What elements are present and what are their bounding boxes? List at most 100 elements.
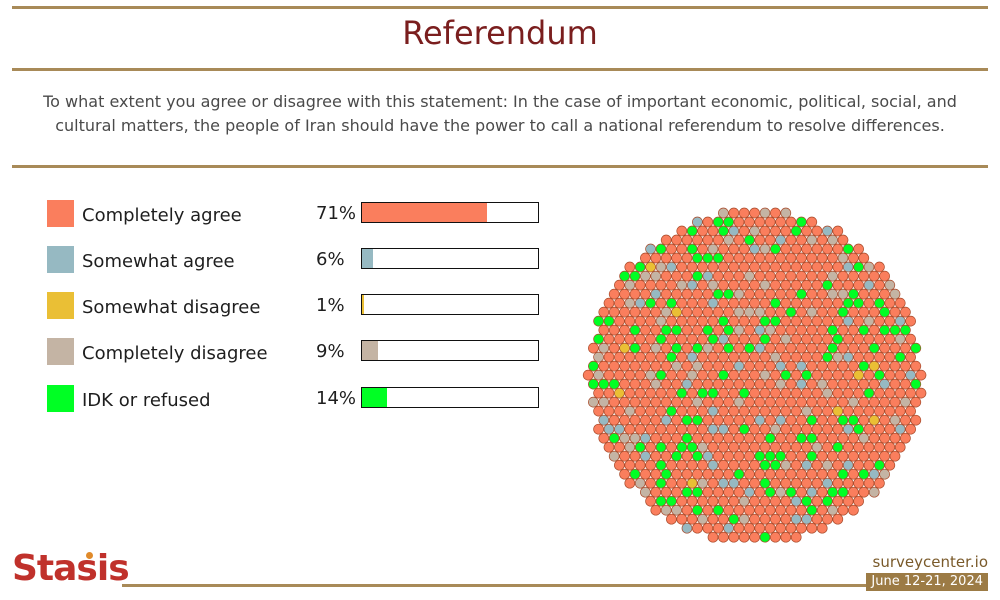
response-dot bbox=[806, 342, 818, 354]
response-dot bbox=[910, 342, 922, 354]
response-dot bbox=[816, 378, 828, 390]
response-dot bbox=[692, 342, 703, 354]
response-dot bbox=[874, 387, 885, 399]
response-dot bbox=[692, 504, 703, 516]
response-dot bbox=[884, 351, 896, 363]
response-dot bbox=[806, 486, 818, 498]
response-dot bbox=[806, 414, 818, 426]
response-dot bbox=[707, 225, 719, 237]
response-dot bbox=[754, 306, 766, 318]
response-dot bbox=[900, 396, 911, 408]
response-dot bbox=[832, 261, 844, 273]
response-dot bbox=[770, 459, 781, 471]
response-dot bbox=[676, 333, 688, 345]
response-dot bbox=[650, 324, 662, 336]
response-dot bbox=[868, 360, 880, 372]
response-dot bbox=[686, 477, 698, 489]
response-dot bbox=[874, 351, 885, 363]
response-dot bbox=[697, 459, 708, 471]
response-dot bbox=[764, 360, 776, 372]
response-dot bbox=[666, 351, 677, 363]
response-dot bbox=[681, 396, 693, 408]
response-dot bbox=[837, 252, 849, 264]
response-dot bbox=[671, 486, 682, 498]
response-dot bbox=[889, 432, 901, 444]
category-label: Completely disagree bbox=[82, 343, 268, 364]
response-dot bbox=[863, 423, 875, 435]
response-dot bbox=[827, 252, 838, 264]
response-dot bbox=[816, 504, 828, 516]
response-dot bbox=[702, 468, 714, 480]
response-dot bbox=[780, 207, 792, 219]
response-dot bbox=[686, 495, 698, 507]
value-label: 9% bbox=[316, 341, 345, 362]
response-dot bbox=[770, 225, 781, 237]
response-dot bbox=[754, 468, 766, 480]
response-dot bbox=[593, 369, 604, 381]
response-dot bbox=[608, 288, 620, 300]
response-dot bbox=[718, 261, 729, 273]
response-dot bbox=[837, 324, 849, 336]
response-dot bbox=[837, 306, 849, 318]
response-dot bbox=[614, 459, 625, 471]
response-dot bbox=[738, 459, 750, 471]
response-dot bbox=[874, 279, 885, 291]
response-dot bbox=[863, 279, 875, 291]
response-dot bbox=[832, 369, 844, 381]
response-dot bbox=[686, 441, 698, 453]
response-dot bbox=[744, 342, 755, 354]
response-dot bbox=[837, 432, 849, 444]
response-dot bbox=[822, 315, 833, 327]
response-dot bbox=[879, 270, 890, 282]
response-dot bbox=[707, 297, 719, 309]
response-dot bbox=[822, 279, 833, 291]
response-dot bbox=[728, 279, 740, 291]
response-dot bbox=[676, 297, 688, 309]
response-dot bbox=[874, 477, 885, 489]
response-dot bbox=[650, 504, 662, 516]
response-dot bbox=[858, 432, 870, 444]
response-dot bbox=[879, 396, 890, 408]
response-dot bbox=[837, 288, 849, 300]
response-dot bbox=[608, 342, 620, 354]
response-dot bbox=[884, 441, 896, 453]
response-dot bbox=[666, 513, 677, 525]
response-dot bbox=[889, 288, 901, 300]
response-dot bbox=[728, 459, 740, 471]
response-dot bbox=[770, 207, 781, 219]
response-dot bbox=[702, 414, 714, 426]
category-label: Somewhat disagree bbox=[82, 297, 261, 318]
response-dot bbox=[801, 243, 812, 255]
response-dot bbox=[868, 396, 880, 408]
response-dot bbox=[764, 468, 776, 480]
response-dot bbox=[686, 333, 698, 345]
response-dot bbox=[754, 396, 766, 408]
response-dot bbox=[749, 531, 760, 543]
response-dot bbox=[640, 378, 651, 390]
response-dot bbox=[671, 270, 682, 282]
response-dot bbox=[816, 324, 828, 336]
question-rule bbox=[12, 165, 988, 168]
response-dot bbox=[723, 468, 734, 480]
response-dot bbox=[588, 360, 599, 372]
response-dot bbox=[894, 315, 906, 327]
response-dot bbox=[738, 243, 750, 255]
response-dot bbox=[790, 531, 802, 543]
response-dot bbox=[650, 252, 662, 264]
response-dot bbox=[827, 360, 838, 372]
response-dot bbox=[790, 297, 802, 309]
response-dot bbox=[634, 279, 646, 291]
response-dot bbox=[624, 423, 636, 435]
legend-row: Completely disagree 9% bbox=[0, 338, 560, 368]
response-dot bbox=[598, 414, 610, 426]
response-dot bbox=[738, 279, 750, 291]
response-dot bbox=[707, 351, 719, 363]
response-dot bbox=[692, 252, 703, 264]
response-dot bbox=[608, 378, 620, 390]
response-dot bbox=[588, 396, 599, 408]
response-dot bbox=[718, 459, 729, 471]
response-dot bbox=[764, 288, 776, 300]
response-dot bbox=[874, 315, 885, 327]
bar-fill bbox=[362, 341, 378, 360]
response-dot bbox=[655, 441, 667, 453]
